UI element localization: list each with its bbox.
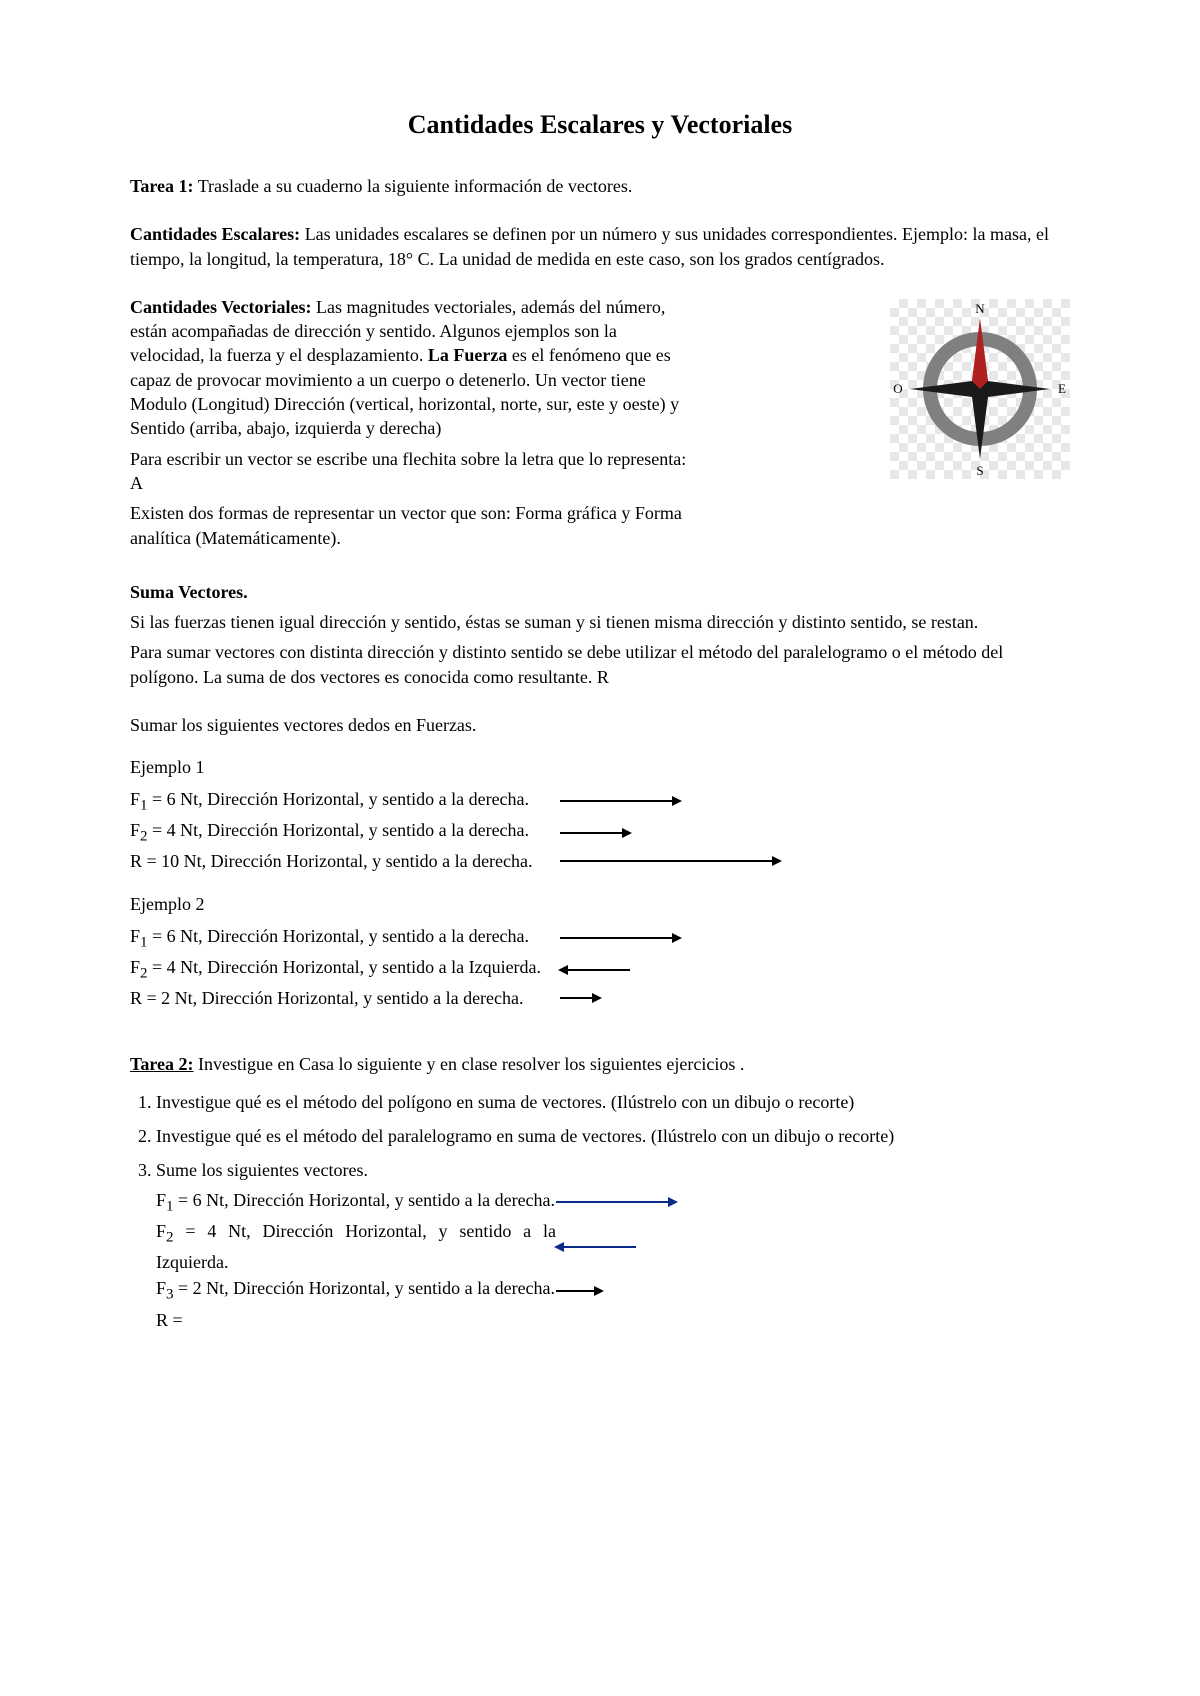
- arrow-right-icon: [560, 800, 680, 802]
- vector-label: F2 = 4 Nt, Dirección Horizontal, y senti…: [130, 817, 560, 848]
- vector-arrow-cell: [556, 1290, 756, 1292]
- vector-arrow-cell: [560, 832, 820, 834]
- task-item-2: Investigue qué es el método del paralelo…: [156, 1124, 1070, 1148]
- arrow-right-icon: [556, 1201, 676, 1203]
- tarea1-label: Tarea 1:: [130, 176, 194, 196]
- tarea2-text: Investigue en Casa lo siguiente y en cla…: [194, 1054, 745, 1074]
- vector-arrow-cell: [560, 969, 820, 971]
- vector-row: R = 10 Nt, Dirección Horizontal, y senti…: [130, 848, 1070, 874]
- tasks-list: Investigue qué es el método del polígono…: [130, 1090, 1070, 1333]
- vector-arrow-cell: [556, 1201, 756, 1203]
- tarea1-block: Tarea 1: Traslade a su cuaderno la sigui…: [130, 174, 1070, 198]
- arrow-left-icon: [560, 969, 630, 971]
- document-page: Cantidades Escalares y Vectoriales Tarea…: [0, 0, 1200, 1696]
- arrow-left-icon: [556, 1246, 636, 1248]
- task-item-3: Sume los siguientes vectores. F1 = 6 Nt,…: [156, 1158, 1070, 1333]
- vector-arrow-cell: [556, 1246, 756, 1248]
- vector-label: F1 = 6 Nt, Dirección Horizontal, y senti…: [130, 786, 560, 817]
- ejemplo1-title: Ejemplo 1: [130, 755, 1070, 779]
- suma-block: Suma Vectores. Si las fuerzas tienen igu…: [130, 580, 1070, 689]
- vector-label: F2 = 4 Nt, Dirección Horizontal, y senti…: [156, 1218, 556, 1275]
- vector-label: F1 = 6 Nt, Dirección Horizontal, y senti…: [156, 1187, 556, 1218]
- vectoriales-block: Cantidades Vectoriales: Las magnitudes v…: [130, 295, 1070, 556]
- vector-label: R = 10 Nt, Dirección Horizontal, y senti…: [130, 848, 560, 874]
- vector-row: R = 2 Nt, Dirección Horizontal, y sentid…: [130, 985, 1070, 1011]
- page-title: Cantidades Escalares y Vectoriales: [130, 110, 1070, 140]
- vector-row: R =: [156, 1307, 1070, 1333]
- arrow-right-icon: [560, 832, 630, 834]
- vector-arrow-cell: [560, 937, 820, 939]
- vectoriales-para3: Existen dos formas de representar un vec…: [130, 501, 690, 550]
- tarea2-label: Tarea 2:: [130, 1054, 194, 1074]
- vectoriales-text-column: Cantidades Vectoriales: Las magnitudes v…: [130, 295, 690, 556]
- vector-row: F1 = 6 Nt, Dirección Horizontal, y senti…: [156, 1187, 1070, 1218]
- compass-s-label: S: [976, 463, 983, 478]
- ejemplo2-title: Ejemplo 2: [130, 892, 1070, 916]
- tarea2-block: Tarea 2: Investigue en Casa lo siguiente…: [130, 1052, 1070, 1333]
- compass-e-label: E: [1058, 381, 1066, 396]
- arrow-right-icon: [560, 937, 680, 939]
- tarea1-text: Traslade a su cuaderno la siguiente info…: [194, 176, 633, 196]
- vector-label: F2 = 4 Nt, Dirección Horizontal, y senti…: [130, 954, 560, 985]
- vectoriales-label: Cantidades Vectoriales:: [130, 297, 312, 317]
- vector-arrow-cell: [560, 800, 820, 802]
- compass-o-label: O: [893, 381, 902, 396]
- compass-n-label: N: [975, 301, 985, 316]
- tarea2-line: Tarea 2: Investigue en Casa lo siguiente…: [130, 1052, 1070, 1076]
- sumar-intro: Sumar los siguientes vectores dedos en F…: [130, 713, 1070, 737]
- vector-label: R =: [156, 1307, 556, 1333]
- compass-figure: N S E O: [890, 299, 1070, 484]
- vector-row: F2 = 4 Nt, Dirección Horizontal, y senti…: [130, 817, 1070, 848]
- vector-row: F2 = 4 Nt, Dirección Horizontal, y senti…: [156, 1218, 1070, 1275]
- examples-block: Sumar los siguientes vectores dedos en F…: [130, 713, 1070, 1011]
- suma-label: Suma Vectores.: [130, 580, 1070, 604]
- vectoriales-para1: Cantidades Vectoriales: Las magnitudes v…: [130, 295, 690, 441]
- arrow-right-icon: [556, 1290, 602, 1292]
- tarea1-line: Tarea 1: Traslade a su cuaderno la sigui…: [130, 174, 1070, 198]
- vector-row: F1 = 6 Nt, Dirección Horizontal, y senti…: [130, 923, 1070, 954]
- vector-label: F1 = 6 Nt, Dirección Horizontal, y senti…: [130, 923, 560, 954]
- vector-label: R = 2 Nt, Dirección Horizontal, y sentid…: [130, 985, 560, 1011]
- vector-row: F2 = 4 Nt, Dirección Horizontal, y senti…: [130, 954, 1070, 985]
- vector-arrow-cell: [560, 997, 820, 999]
- vector-row: F1 = 6 Nt, Dirección Horizontal, y senti…: [130, 786, 1070, 817]
- arrow-right-icon: [560, 997, 600, 999]
- vector-row: F3 = 2 Nt, Dirección Horizontal, y senti…: [156, 1275, 1070, 1306]
- escalares-label: Cantidades Escalares:: [130, 224, 300, 244]
- arrow-right-icon: [560, 860, 780, 862]
- vectoriales-bold-inline: La Fuerza: [428, 345, 507, 365]
- ejemplo1: Ejemplo 1 F1 = 6 Nt, Dirección Horizonta…: [130, 755, 1070, 874]
- ejemplo2: Ejemplo 2 F1 = 6 Nt, Dirección Horizonta…: [130, 892, 1070, 1011]
- task3-intro: Sume los siguientes vectores.: [156, 1160, 368, 1180]
- task-item-1: Investigue qué es el método del polígono…: [156, 1090, 1070, 1114]
- compass-icon: N S E O: [890, 299, 1070, 479]
- escalares-block: Cantidades Escalares: Las unidades escal…: [130, 222, 1070, 271]
- vector-arrow-cell: [560, 860, 820, 862]
- vector-label: F3 = 2 Nt, Dirección Horizontal, y senti…: [156, 1275, 556, 1306]
- escalares-para: Cantidades Escalares: Las unidades escal…: [130, 222, 1070, 271]
- suma-p1: Si las fuerzas tienen igual dirección y …: [130, 610, 1070, 634]
- vectoriales-para2: Para escribir un vector se escribe una f…: [130, 447, 690, 496]
- suma-p2: Para sumar vectores con distinta direcci…: [130, 640, 1070, 689]
